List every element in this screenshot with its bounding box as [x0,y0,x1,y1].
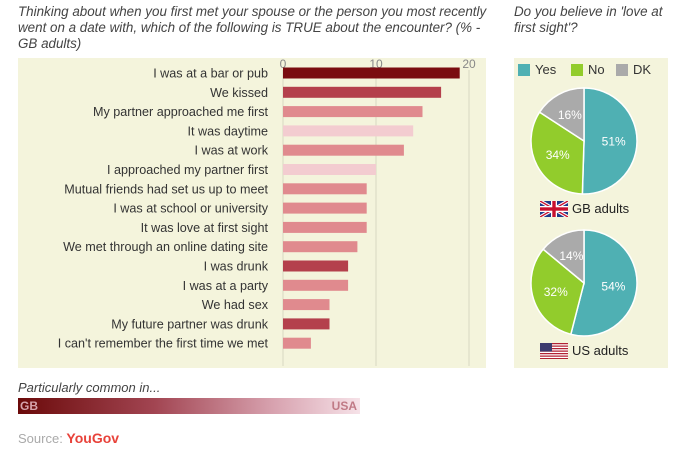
x-tick-label: 0 [280,57,287,71]
pie-chart-us: 54% 32% 14% [530,229,638,337]
yougov-logo: YouGov [66,430,120,446]
bar [283,202,367,214]
pie-value-label: 14% [559,249,583,263]
gb-label: GB adults [572,201,630,216]
common-in-label: Particularly common in... [18,380,161,395]
category-label: I was at work [195,144,269,158]
pie-chart-gb: 51% 34% 16% [530,87,638,195]
pie-slice-yes [569,229,638,337]
source-prefix: Source: [18,431,67,446]
bar [283,86,442,98]
pie-question: Do you believe in 'love at first sight'? [514,4,663,35]
bar [283,241,358,253]
bar [283,125,414,137]
legend-dk-swatch [616,64,628,76]
source-line: Source: YouGov [18,430,119,446]
pie-value-label: 54% [601,280,625,294]
us-flag-icon [540,343,568,359]
pie-value-label: 32% [544,285,568,299]
category-label: It was love at first sight [141,221,269,235]
bar [283,221,367,233]
gradient-gb-label: GB [20,399,38,413]
category-label: I approached my partner first [107,163,268,177]
legend-no-label: No [588,62,605,77]
category-label: My future partner was drunk [111,317,268,331]
pie-value-label: 34% [546,148,570,162]
pie-slice-dk [542,229,585,285]
category-label: I was at a bar or pub [153,67,268,81]
uk-flag-icon [540,201,568,217]
bar [283,67,460,79]
pie-slice-no [530,248,585,336]
x-tick-label: 20 [462,57,476,71]
pie-slice-yes [581,87,638,195]
legend-dk-label: DK [633,62,652,77]
legend-yes-label: Yes [535,62,557,77]
legend-no-swatch [571,64,583,76]
bar [283,279,349,291]
category-label: I can't remember the first time we met [58,337,269,351]
bar [283,144,404,156]
us-label: US adults [572,343,629,358]
category-label: We met through an online dating site [63,240,268,254]
pie-value-label: 51% [602,134,626,148]
category-label: We kissed [210,86,268,100]
category-label: It was daytime [188,124,269,138]
chart-question: Thinking about when you first met your s… [18,4,487,51]
category-label: We had sex [202,298,269,312]
bar [283,183,367,195]
bar [283,299,330,311]
pie-value-label: 16% [558,108,582,122]
gradient-usa-label: USA [331,399,357,413]
category-label: I was drunk [204,260,269,274]
bar [283,260,349,272]
category-label: I was at school or university [113,202,268,216]
bar [283,106,423,118]
category-label: I was at a party [183,279,269,293]
bar [283,318,330,330]
category-label: Mutual friends had set us up to meet [64,182,268,196]
bar [283,164,376,175]
bar [283,337,311,349]
common-in-gradient: GB USA [18,398,360,414]
legend-yes-swatch [518,64,530,76]
pie-slice-dk [538,87,585,143]
category-label: My partner approached me first [93,105,268,119]
